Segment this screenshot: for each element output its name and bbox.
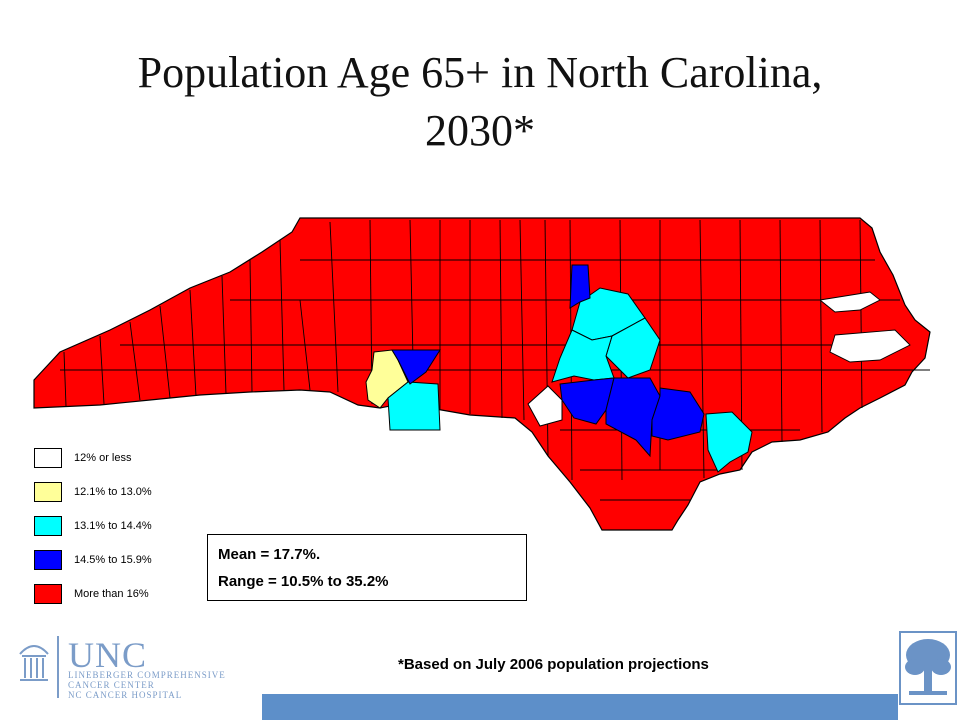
- legend-label: More than 16%: [74, 588, 149, 600]
- legend-label: 13.1% to 14.4%: [74, 520, 152, 532]
- title-line-1: Population Age 65+ in North Carolina,: [137, 48, 823, 97]
- unc-logo-mark: [19, 636, 59, 698]
- legend-label: 12% or less: [74, 452, 132, 464]
- county-mid-high-3: [559, 377, 615, 425]
- stats-range: Range = 10.5% to 35.2%: [218, 573, 389, 590]
- legend-item: More than 16%: [34, 584, 234, 604]
- county-mid-5: [705, 411, 753, 473]
- legend-item: 14.5% to 15.9%: [34, 550, 234, 570]
- legend-swatch: [34, 482, 62, 502]
- county-mid-1: [387, 381, 441, 431]
- bottom-bar: [262, 694, 898, 720]
- stats-mean: Mean = 17.7%.: [218, 546, 321, 563]
- state-outline: [33, 217, 931, 531]
- county-mid-high-2: [391, 349, 441, 385]
- stats-box: Mean = 17.7%. Range = 10.5% to 35.2%: [207, 534, 527, 601]
- county-low: [527, 385, 563, 427]
- page-title: Population Age 65+ in North Carolina, 20…: [0, 44, 960, 160]
- legend-label: 14.5% to 15.9%: [74, 554, 152, 566]
- legend-item: 13.1% to 14.4%: [34, 516, 234, 536]
- county-mid-high-5: [651, 387, 705, 441]
- legend-swatch: [34, 448, 62, 468]
- legend-swatch: [34, 584, 62, 604]
- footnote: *Based on July 2006 population projectio…: [398, 656, 709, 673]
- legend-swatch: [34, 516, 62, 536]
- unc-wordmark: UNC: [68, 635, 148, 675]
- legend-swatch: [34, 550, 62, 570]
- county-mid-high-1: [569, 264, 591, 309]
- legend-item: 12.1% to 13.0%: [34, 482, 234, 502]
- legend-item: 12% or less: [34, 448, 234, 468]
- legend-label: 12.1% to 13.0%: [74, 486, 152, 498]
- county-mid-high-4: [605, 377, 661, 458]
- sound-water: [818, 291, 911, 363]
- logo-line-3: NC CANCER HOSPITAL: [68, 690, 183, 700]
- title-line-2: 2030*: [425, 106, 535, 155]
- tree-logo: [899, 631, 957, 705]
- tree-icon: [905, 639, 951, 695]
- logo-line-2: CANCER CENTER: [68, 680, 155, 690]
- logo-line-1: LINEBERGER COMPREHENSIVE: [68, 670, 226, 680]
